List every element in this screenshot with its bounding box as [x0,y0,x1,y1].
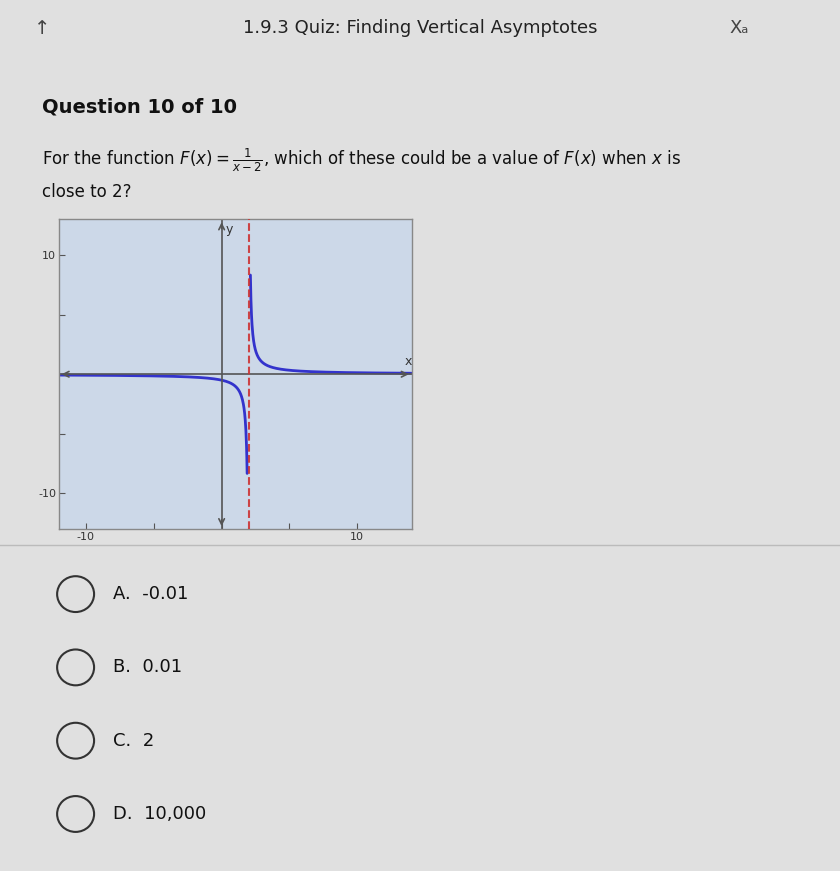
Text: C.  2: C. 2 [113,732,155,750]
Text: B.  0.01: B. 0.01 [113,658,182,677]
Text: D.  10,000: D. 10,000 [113,805,207,823]
Text: Question 10 of 10: Question 10 of 10 [42,98,237,117]
Text: y: y [226,223,233,236]
Text: close to 2?: close to 2? [42,183,132,201]
Text: A.  -0.01: A. -0.01 [113,585,189,603]
Text: ↑: ↑ [34,19,50,37]
Text: x: x [405,355,412,368]
Text: Xₐ: Xₐ [729,19,749,37]
Text: For the function $F(x) = \frac{1}{x-2}$, which of these could be a value of $F(x: For the function $F(x) = \frac{1}{x-2}$,… [42,146,681,173]
Text: 1.9.3 Quiz: Finding Vertical Asymptotes: 1.9.3 Quiz: Finding Vertical Asymptotes [243,19,597,37]
